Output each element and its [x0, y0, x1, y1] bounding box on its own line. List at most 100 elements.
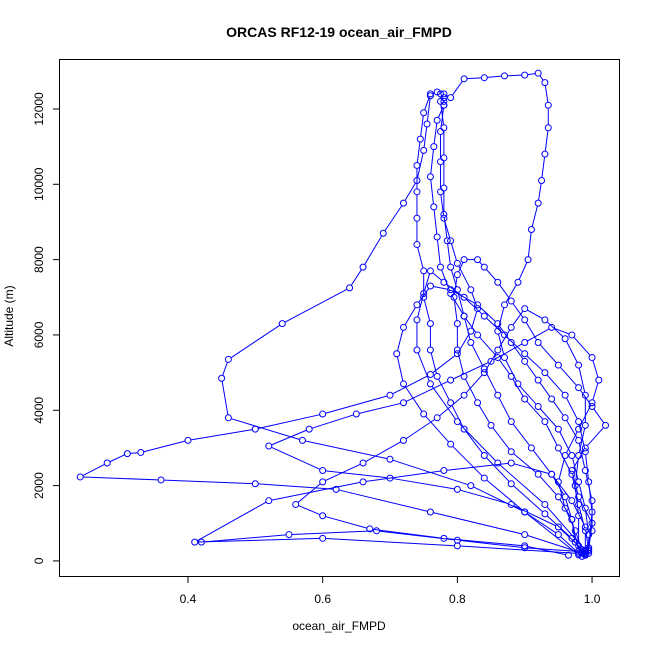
series-segment [451, 80, 463, 96]
data-point [379, 229, 387, 237]
data-point [554, 444, 562, 452]
series-segment [305, 440, 388, 460]
series-segment [338, 489, 428, 512]
series-segment [479, 336, 497, 356]
data-point [413, 177, 421, 185]
series-segment [325, 538, 455, 547]
series-segment [527, 309, 543, 319]
data-point [399, 323, 407, 331]
data-point [541, 79, 549, 87]
data-point [507, 418, 515, 426]
series-segment [284, 288, 348, 323]
series-segment [430, 179, 434, 204]
data-point [581, 391, 589, 399]
series-segment [532, 450, 551, 473]
series-segment [546, 515, 570, 537]
data-point [460, 391, 468, 399]
series-segment [544, 130, 549, 152]
data-point [420, 290, 428, 298]
data-point [474, 399, 482, 407]
data-point [430, 143, 438, 151]
y-tick-label: 0 [32, 557, 46, 564]
data-point [494, 278, 502, 286]
data-point [581, 504, 589, 512]
data-point [184, 436, 192, 444]
data-point [581, 421, 589, 429]
y-tick-label: 12000 [32, 92, 46, 126]
series-segment [426, 98, 431, 122]
series-segment [425, 415, 449, 443]
y-tick-label: 2000 [32, 472, 46, 499]
series-segment [392, 375, 428, 395]
data-point [534, 69, 542, 77]
series-segment [526, 513, 557, 534]
data-point [480, 312, 488, 320]
data-point [426, 90, 434, 98]
series-segment [405, 419, 435, 440]
series-segment [458, 265, 470, 288]
data-point [251, 480, 259, 488]
series-segment [423, 300, 431, 321]
data-point [581, 448, 589, 456]
data-point [76, 473, 84, 481]
data-point [440, 97, 448, 105]
data-point [501, 72, 509, 80]
series-segment [560, 528, 584, 551]
series-segment [197, 537, 320, 543]
data-point [319, 512, 327, 520]
series-segment [499, 359, 510, 375]
data-point [480, 263, 488, 271]
series-segment [566, 341, 578, 363]
series-segment [432, 272, 442, 281]
series-segment [197, 501, 267, 542]
data-point [501, 354, 509, 362]
data-point [541, 369, 549, 377]
data-point [453, 542, 461, 550]
data-point [453, 320, 461, 328]
series-segment [539, 344, 557, 364]
data-point [224, 355, 232, 363]
data-point [521, 71, 529, 79]
data-point [460, 425, 468, 433]
data-point [447, 94, 455, 102]
series-segment [512, 378, 524, 397]
data-point [541, 150, 549, 158]
series-segment [558, 458, 565, 480]
data-point [507, 448, 515, 456]
series-segment [498, 307, 505, 329]
series-segment [432, 355, 456, 374]
series-segment [460, 545, 576, 554]
series-segment [452, 445, 483, 477]
series-segment [527, 328, 550, 342]
series-segment [471, 292, 478, 306]
data-point [440, 278, 448, 286]
data-point [265, 497, 273, 505]
series-segment [130, 452, 138, 454]
data-point [534, 338, 542, 346]
data-point [521, 508, 529, 516]
data-point [494, 320, 502, 328]
series-segment [433, 123, 438, 144]
data-point [544, 101, 552, 109]
series-segment [420, 115, 424, 137]
data-point [386, 474, 394, 482]
data-point [494, 391, 502, 399]
data-point [359, 459, 367, 467]
data-point [420, 267, 428, 275]
series-segment [544, 85, 549, 103]
data-point [453, 485, 461, 493]
data-point [474, 256, 482, 264]
data-point [534, 470, 542, 478]
data-point [426, 346, 434, 354]
series-segment [457, 352, 464, 374]
data-point [278, 320, 286, 328]
series-segment [417, 352, 430, 382]
series-segment [325, 516, 368, 529]
series-segment [446, 462, 509, 471]
series-segment [453, 362, 489, 380]
series-segment [479, 306, 496, 322]
data-point [521, 350, 529, 358]
data-point [602, 421, 610, 429]
data-point [319, 410, 327, 418]
